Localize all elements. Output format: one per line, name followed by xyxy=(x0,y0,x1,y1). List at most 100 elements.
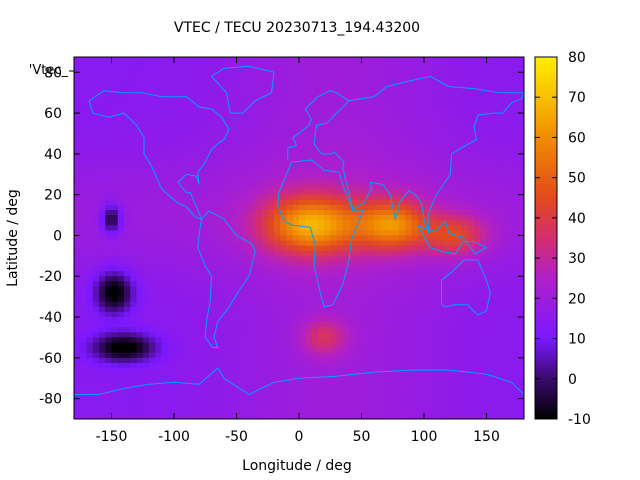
heatmap-cell xyxy=(361,230,369,236)
heatmap-cell xyxy=(236,317,244,323)
heatmap-cell xyxy=(261,255,269,262)
heatmap-cell xyxy=(99,118,106,124)
heatmap-cell xyxy=(455,352,462,359)
heatmap-cell xyxy=(161,368,169,374)
heatmap-cell xyxy=(499,235,506,241)
heatmap-cell xyxy=(386,332,394,338)
heatmap-cell xyxy=(349,133,356,139)
heatmap-cell xyxy=(380,67,387,73)
heatmap-cell xyxy=(130,311,137,318)
heatmap-cell xyxy=(461,133,469,139)
heatmap-cell xyxy=(99,291,106,298)
heatmap-cell xyxy=(286,337,294,343)
heatmap-cell xyxy=(449,153,456,160)
heatmap-cell xyxy=(449,133,456,139)
heatmap-cell xyxy=(286,62,294,68)
heatmap-cell xyxy=(305,133,312,139)
heatmap-cell xyxy=(336,311,344,318)
heatmap-cell xyxy=(467,398,475,405)
heatmap-cell xyxy=(442,133,450,139)
heatmap-cell xyxy=(224,311,231,318)
heatmap-cell xyxy=(124,286,131,292)
heatmap-cell xyxy=(392,271,400,277)
heatmap-cell xyxy=(299,158,306,165)
heatmap-cell xyxy=(136,82,144,88)
heatmap-cell xyxy=(449,230,456,236)
heatmap-cell xyxy=(142,317,150,323)
heatmap-cell xyxy=(105,260,112,267)
heatmap-cell xyxy=(405,169,412,175)
heatmap-cell xyxy=(499,362,506,369)
heatmap-cell xyxy=(449,276,456,282)
heatmap-cell xyxy=(142,352,150,359)
heatmap-cell xyxy=(205,164,212,170)
heatmap-cell xyxy=(267,57,275,63)
heatmap-cell xyxy=(174,169,181,175)
heatmap-cell xyxy=(167,220,175,226)
heatmap-cell xyxy=(242,133,250,139)
heatmap-cell xyxy=(205,337,212,343)
heatmap-cell xyxy=(449,398,456,405)
heatmap-cell xyxy=(455,322,462,328)
heatmap-cell xyxy=(117,286,125,292)
heatmap-cell xyxy=(299,148,306,155)
heatmap-cell xyxy=(511,362,519,369)
heatmap-cell xyxy=(405,347,412,354)
heatmap-cell xyxy=(130,220,137,226)
heatmap-cell xyxy=(74,169,81,175)
heatmap-cell xyxy=(117,143,125,150)
heatmap-cell xyxy=(367,204,375,211)
heatmap-cell xyxy=(305,266,312,272)
heatmap-cell xyxy=(517,118,525,124)
heatmap-cell xyxy=(367,296,375,303)
heatmap-cell xyxy=(199,158,206,165)
heatmap-cell xyxy=(105,281,112,287)
heatmap-cell xyxy=(442,158,450,165)
heatmap-cell xyxy=(142,77,150,83)
heatmap-cell xyxy=(386,342,394,349)
heatmap-cell xyxy=(242,102,250,109)
heatmap-cell xyxy=(336,322,344,328)
heatmap-cell xyxy=(424,398,431,405)
heatmap-cell xyxy=(424,143,431,150)
heatmap-cell xyxy=(86,342,94,349)
heatmap-cell xyxy=(442,92,450,99)
heatmap-cell xyxy=(511,245,519,252)
heatmap-cell xyxy=(455,118,462,124)
heatmap-cell xyxy=(280,352,287,359)
heatmap-cell xyxy=(424,368,431,374)
heatmap-cell xyxy=(355,250,362,257)
heatmap-cell xyxy=(99,311,106,318)
heatmap-cell xyxy=(242,398,250,405)
heatmap-cell xyxy=(161,240,169,247)
heatmap-cell xyxy=(267,133,275,139)
heatmap-cell xyxy=(361,133,369,139)
heatmap-cell xyxy=(86,67,94,73)
heatmap-cell xyxy=(261,220,269,226)
heatmap-cell xyxy=(324,301,331,308)
heatmap-cell xyxy=(242,72,250,78)
heatmap-cell xyxy=(199,209,206,216)
heatmap-cell xyxy=(474,306,481,313)
heatmap-cell xyxy=(224,107,231,114)
heatmap-cell xyxy=(367,235,375,241)
heatmap-cell xyxy=(242,57,250,63)
heatmap-cell xyxy=(174,107,181,114)
heatmap-cell xyxy=(292,123,300,129)
heatmap-cell xyxy=(517,317,525,323)
heatmap-cell xyxy=(511,138,519,145)
heatmap-cell xyxy=(336,143,344,150)
heatmap-cell xyxy=(342,393,350,400)
heatmap-cell xyxy=(274,362,281,369)
heatmap-cell xyxy=(411,281,419,287)
heatmap-cell xyxy=(505,153,512,160)
heatmap-cell xyxy=(142,347,150,354)
heatmap-cell xyxy=(74,57,81,63)
heatmap-cell xyxy=(349,164,356,170)
heatmap-cell xyxy=(467,87,475,94)
heatmap-cell xyxy=(74,347,81,354)
heatmap-cell xyxy=(192,194,200,201)
heatmap-cell xyxy=(99,174,106,180)
heatmap-cell xyxy=(86,82,94,88)
heatmap-cell xyxy=(505,133,512,139)
